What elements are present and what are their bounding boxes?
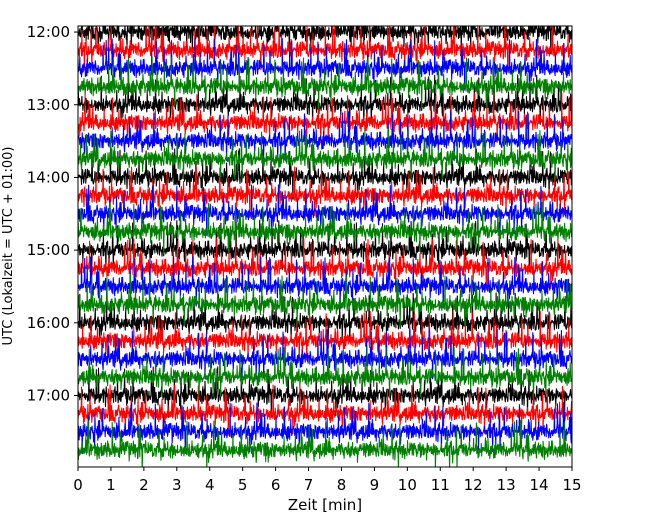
trace-line (78, 401, 572, 455)
trace-line (78, 420, 572, 467)
y-tick-label: 12:00 (27, 23, 70, 41)
trace-line (78, 365, 572, 418)
x-tick-label: 14 (530, 476, 549, 494)
x-tick-label: 15 (562, 476, 581, 494)
trace-line (78, 128, 572, 182)
trace-line (78, 110, 572, 162)
trace-line (78, 166, 572, 218)
y-axis-label: UTC (Lokalzeit = UTC + 01:00) (1, 147, 16, 346)
x-axis: 0 1 2 3 4 5 6 7 8 9 10 11 12 13 14 15 (73, 467, 582, 494)
x-tick-label: 1 (106, 476, 116, 494)
trace-line (78, 384, 572, 437)
trace-line (78, 26, 572, 73)
x-tick-label: 9 (370, 476, 380, 494)
x-tick-label: 4 (205, 476, 215, 494)
seismic-traces (78, 26, 572, 467)
y-tick-label: 17:00 (27, 387, 70, 405)
trace-line (78, 219, 572, 273)
y-tick-label: 14:00 (27, 168, 70, 186)
x-tick-label: 0 (73, 476, 83, 494)
x-tick-label: 3 (172, 476, 182, 494)
trace-line (78, 74, 572, 126)
x-tick-label: 7 (304, 476, 314, 494)
trace-line (78, 92, 572, 144)
x-tick-label: 2 (139, 476, 149, 494)
x-tick-label: 10 (398, 476, 417, 494)
plot-frame (77, 25, 573, 468)
x-tick-label: 12 (464, 476, 483, 494)
x-tick-label: 5 (238, 476, 248, 494)
y-axis: 12:00 13:00 14:00 15:00 16:00 17:00 (27, 23, 78, 405)
trace-line (78, 202, 572, 255)
x-tick-label: 8 (337, 476, 347, 494)
trace-line (78, 310, 572, 362)
y-tick-label: 16:00 (27, 314, 70, 332)
x-tick-label: 13 (497, 476, 516, 494)
x-tick-label: 6 (271, 476, 281, 494)
trace-line (78, 274, 572, 327)
trace-line (78, 256, 572, 309)
x-axis-label: Zeit [min] (288, 496, 362, 514)
x-tick-label: 11 (431, 476, 450, 494)
y-tick-label: 15:00 (27, 241, 70, 259)
y-tick-label: 13:00 (27, 96, 70, 114)
trace-line (78, 56, 572, 109)
trace-line (78, 346, 572, 400)
